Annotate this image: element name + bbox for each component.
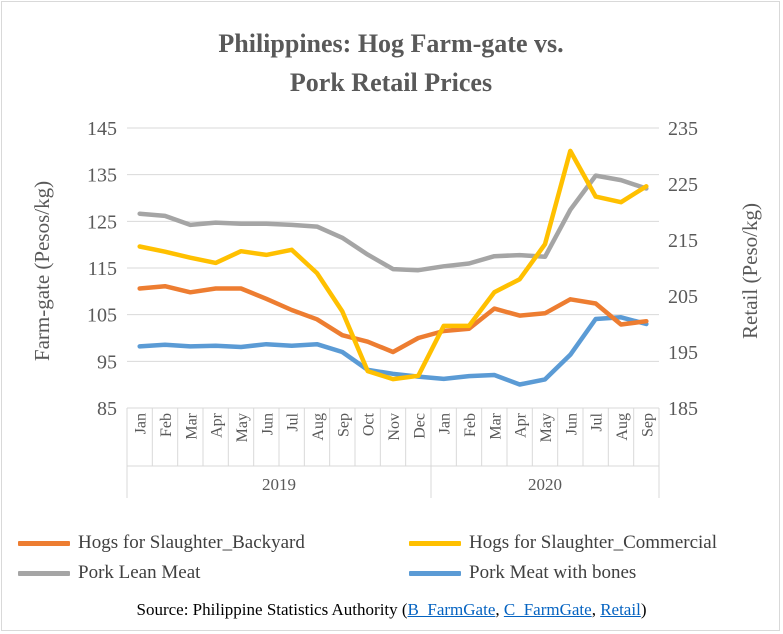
y-right-tick-label: 225 (668, 174, 698, 196)
month-tick-label: Oct (361, 412, 378, 436)
source-sep-1: , (495, 600, 504, 619)
y-right-tick-label: 205 (668, 286, 698, 308)
y-axis-left-label: Farm-gate (Pesos/kg) (30, 181, 54, 361)
y-left-tick-label: 85 (97, 398, 117, 420)
legend-item-meat-bones: Pork Meat with bones (409, 562, 636, 584)
y-left-tick-label: 115 (88, 258, 117, 280)
y-right-tick-label: 195 (668, 342, 698, 364)
month-tick-label: Jun (563, 413, 580, 435)
category-axis: 2019 2020 Jan Feb Mar Apr May Jun Jul Aug Sep Oct No… (127, 408, 659, 498)
month-tick-label: Sep (639, 413, 656, 437)
legend-label-lean-meat: Pork Lean Meat (78, 562, 200, 584)
series-line-hogs-for-slaughter-backyard (140, 286, 647, 352)
month-tick-label: Mar (183, 412, 200, 439)
legend: Hogs for Slaughter_Backyard Hogs for Sla… (0, 528, 783, 598)
source-prefix: Source: Philippine Statistics Authority … (137, 600, 408, 619)
link-b-farmgate[interactable]: B_FarmGate (408, 600, 496, 619)
month-tick-label: May (538, 413, 555, 442)
series-line-pork-lean-meat (140, 176, 647, 271)
y-left-tick-label: 135 (87, 165, 117, 187)
month-tick-label: Feb (462, 413, 479, 437)
month-tick-label: Feb (158, 413, 175, 437)
legend-label-meat-bones: Pork Meat with bones (469, 562, 636, 584)
y-left-tick-label: 105 (87, 305, 117, 327)
legend-label-backyard: Hogs for Slaughter_Backyard (78, 532, 305, 554)
month-tick-label: Jan (133, 413, 150, 434)
month-tick-label: Jul (285, 412, 302, 431)
y-left-tick-label: 145 (87, 118, 117, 140)
month-tick-label: Jul (589, 412, 606, 431)
legend-item-commercial: Hogs for Slaughter_Commercial (409, 532, 717, 554)
month-tick-label: Aug (614, 413, 631, 441)
year-label: 2019 (262, 475, 296, 494)
month-tick-label: Sep (335, 413, 352, 437)
month-tick-label: Apr (209, 412, 226, 438)
source-sep-2: , (592, 600, 601, 619)
chart-title-line2: Pork Retail Prices (290, 68, 492, 97)
month-tick-label: May (234, 413, 251, 442)
legend-swatch-lean-meat (18, 571, 70, 576)
month-tick-label: Aug (310, 413, 327, 441)
y-left-tick-label: 125 (87, 211, 117, 233)
legend-item-backyard: Hogs for Slaughter_Backyard (18, 532, 305, 554)
legend-swatch-commercial (409, 541, 461, 546)
y-right-tick-label: 185 (668, 398, 698, 420)
month-tick-label: Mar (487, 412, 504, 439)
month-tick-label: Dec (411, 413, 428, 439)
source-suffix: ) (641, 600, 647, 619)
link-c-farmgate[interactable]: C_FarmGate (504, 600, 592, 619)
y-right-tick-label: 235 (668, 118, 698, 140)
y-axis-right-label: Retail (Peso/kg) (738, 203, 762, 339)
legend-swatch-backyard (18, 541, 70, 546)
y-right-tick-label: 215 (668, 230, 698, 252)
link-retail[interactable]: Retail (600, 600, 641, 619)
month-tick-label: Jan (437, 413, 454, 434)
month-tick-label: Apr (513, 412, 530, 438)
legend-label-commercial: Hogs for Slaughter_Commercial (469, 532, 717, 554)
legend-item-lean-meat: Pork Lean Meat (18, 562, 200, 584)
source-note: Source: Philippine Statistics Authority … (0, 600, 783, 620)
chart-title-line1: Philippines: Hog Farm-gate vs. (218, 29, 563, 58)
month-tick-label: Jun (259, 413, 276, 435)
month-tick-label: Nov (386, 413, 403, 441)
legend-swatch-meat-bones (409, 571, 461, 576)
y-left-tick-label: 95 (97, 351, 117, 373)
year-label: 2020 (528, 475, 562, 494)
